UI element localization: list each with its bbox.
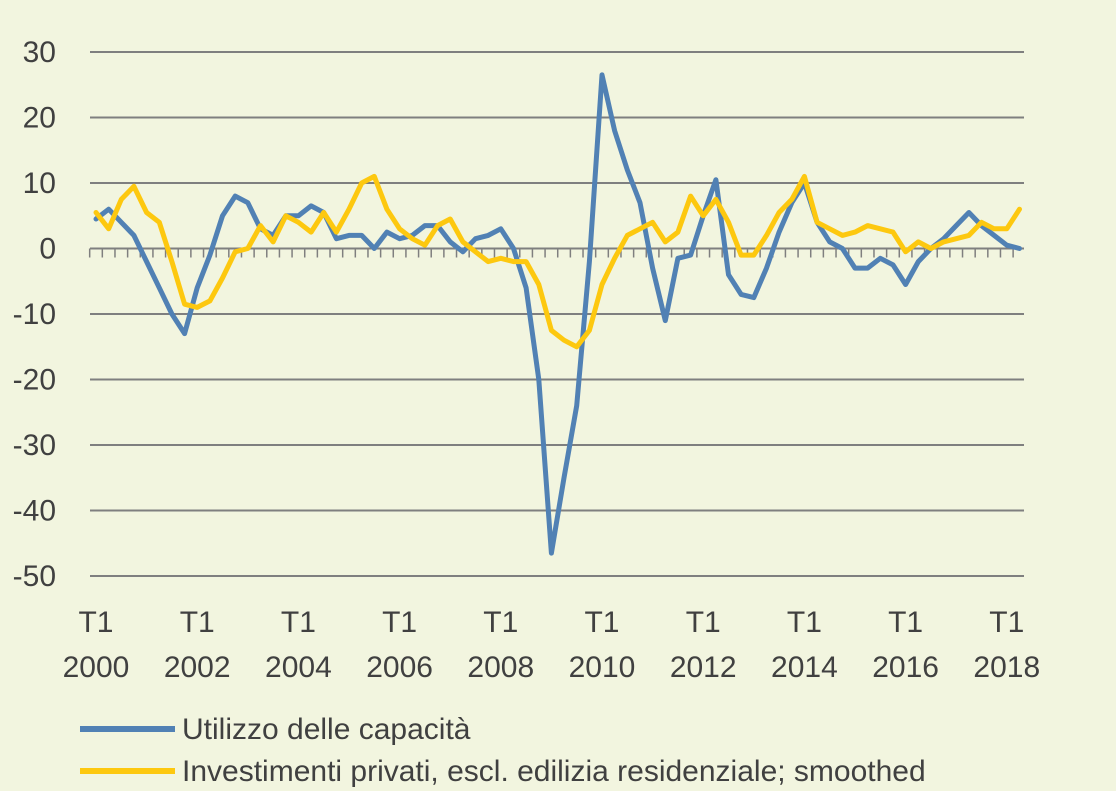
x-tick-year: 2016 — [872, 651, 939, 684]
gridlines — [90, 51, 1024, 577]
legend-label-utilizzo: Utilizzo delle capacità — [182, 713, 471, 746]
x-tick-year: 2008 — [467, 651, 534, 684]
x-tick-period: T1 — [281, 606, 316, 639]
x-tick-period: T1 — [787, 606, 822, 639]
legend-label-investimenti: Investimenti privati, escl. edilizia res… — [182, 755, 926, 788]
x-tick-period: T1 — [989, 606, 1024, 639]
x-tick-period: T1 — [180, 606, 215, 639]
x-tick-year: 2004 — [265, 651, 332, 684]
y-tick-label: 0 — [39, 233, 56, 266]
x-tick-year: 2018 — [973, 651, 1040, 684]
y-tick-label: 30 — [23, 36, 56, 69]
x-tick-year: 2006 — [366, 651, 433, 684]
x-tick-year: 2010 — [569, 651, 636, 684]
x-tick-year: 2012 — [670, 651, 737, 684]
y-tick-label: -50 — [13, 560, 56, 593]
x-tick-period: T1 — [584, 606, 619, 639]
series-line-investimenti — [93, 173, 1022, 350]
y-tick-label: -20 — [13, 364, 56, 397]
y-tick-label: 10 — [23, 167, 56, 200]
x-axis-tick-labels: T1 2000 T1 2002 T1 2004 T1 2006 T1 2008 T1 2010 T1 20… — [63, 606, 1041, 684]
y-tick-label: 20 — [23, 102, 56, 135]
y-tick-label: -10 — [13, 298, 56, 331]
x-tick-year: 2000 — [63, 651, 130, 684]
x-tick-period: T1 — [78, 606, 113, 639]
x-tick-year: 2002 — [164, 651, 231, 684]
x-tick-period: T1 — [483, 606, 518, 639]
series-lines — [93, 72, 1022, 556]
x-tick-period: T1 — [382, 606, 417, 639]
y-tick-label: -40 — [13, 495, 56, 528]
x-tick-period: T1 — [888, 606, 923, 639]
legend: Utilizzo delle capacità Investimenti pri… — [80, 713, 926, 788]
series-line-utilizzo — [93, 72, 1022, 556]
y-tick-label: -30 — [13, 429, 56, 462]
y-axis-tick-labels: 30 20 10 0 -10 -20 -30 -40 -50 — [13, 36, 56, 593]
x-tick-year: 2014 — [771, 651, 838, 684]
x-tick-period: T1 — [686, 606, 721, 639]
x-axis-minor-ticks — [88, 247, 1024, 258]
